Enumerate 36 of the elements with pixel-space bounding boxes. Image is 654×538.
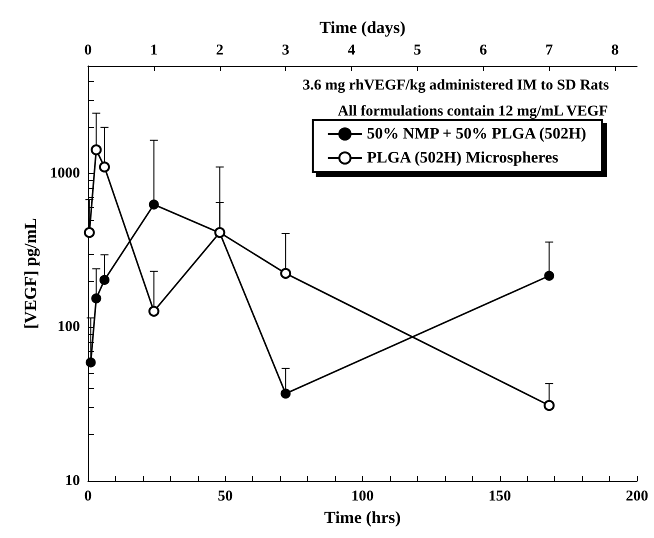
x2-tick-label: 8: [611, 42, 619, 58]
point: [99, 274, 110, 285]
x2-tick-label: 4: [348, 42, 356, 58]
x-axis-title: Time (hrs): [324, 508, 401, 527]
point: [280, 268, 292, 279]
x2-tick-label: 1: [150, 42, 158, 58]
x2-tick-label: 3: [282, 42, 290, 58]
legend-label: 50% NMP + 50% PLGA (502H): [366, 126, 586, 142]
x2-axis-title: Time (days): [319, 18, 406, 37]
x-tick-label: 0: [84, 488, 92, 504]
point: [544, 400, 555, 411]
x-tick-label: 50: [218, 488, 233, 504]
legend-label: PLGA (502H) Microspheres: [366, 150, 558, 166]
x2-tick-label: 7: [545, 42, 554, 58]
annotation: 3.6 mg rhVEGF/kg administered IM to SD Rats: [302, 78, 610, 94]
point: [90, 144, 102, 156]
point: [280, 388, 291, 399]
x-tick-label: 150: [488, 488, 511, 504]
x2-tick-label: 5: [414, 42, 422, 58]
y-tick-label: 10: [65, 473, 80, 489]
point: [98, 161, 110, 172]
point: [84, 227, 95, 238]
x2-tick-label: 2: [216, 42, 224, 58]
annotation: All formulations contain 12 mg/mL VEGF: [338, 104, 608, 120]
x-tick-label: 100: [351, 488, 374, 504]
point: [86, 357, 96, 368]
point: [544, 270, 554, 281]
x-tick-label: 200: [626, 488, 648, 504]
point: [148, 200, 159, 210]
x2-tick-label: 6: [480, 42, 488, 58]
y-tick-label: 1000: [50, 165, 80, 182]
y-tick-label: 100: [58, 319, 80, 336]
point: [91, 293, 102, 304]
point: [148, 306, 160, 317]
x2-tick-label: 0: [84, 42, 92, 58]
y-axis-title: [VEGF] pg/mL: [21, 218, 40, 329]
